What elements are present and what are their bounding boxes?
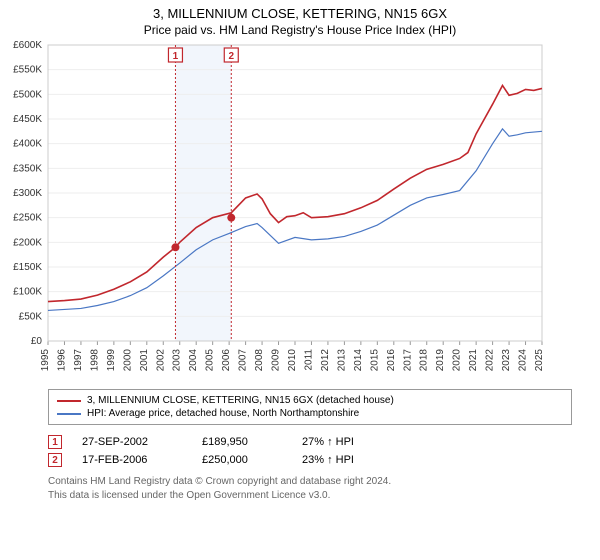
svg-text:2016: 2016	[386, 349, 397, 372]
svg-text:2005: 2005	[205, 349, 216, 372]
svg-text:2021: 2021	[468, 349, 479, 372]
svg-text:2008: 2008	[254, 349, 265, 372]
svg-text:2015: 2015	[369, 349, 380, 372]
svg-text:2017: 2017	[402, 349, 413, 372]
svg-text:2001: 2001	[139, 349, 150, 372]
svg-text:£250K: £250K	[13, 213, 42, 224]
svg-text:2022: 2022	[485, 349, 496, 372]
legend: 3, MILLENNIUM CLOSE, KETTERING, NN15 6GX…	[48, 389, 572, 425]
footnote: Contains HM Land Registry data © Crown c…	[48, 475, 572, 502]
svg-text:£300K: £300K	[13, 188, 42, 199]
chart: £0 £50K £100K £150K £200K £250K £300K £350K £400…	[0, 41, 600, 383]
event-row: 1 27-SEP-2002 £189,950 27% ↑ HPI	[48, 433, 572, 451]
event-row: 2 17-FEB-2006 £250,000 23% ↑ HPI	[48, 451, 572, 469]
event-marker: 1	[48, 435, 62, 449]
svg-text:£600K: £600K	[13, 41, 42, 51]
svg-text:2023: 2023	[501, 349, 512, 372]
svg-text:£450K: £450K	[13, 114, 42, 125]
svg-text:£400K: £400K	[13, 139, 42, 150]
event-price: £250,000	[202, 454, 282, 466]
svg-text:1999: 1999	[106, 349, 117, 372]
svg-text:£0: £0	[31, 336, 43, 347]
svg-text:2010: 2010	[287, 349, 298, 372]
svg-text:2020: 2020	[452, 349, 463, 372]
svg-text:£150K: £150K	[13, 262, 42, 273]
svg-text:2006: 2006	[221, 349, 232, 372]
svg-text:2: 2	[228, 51, 234, 62]
event-marker: 2	[48, 453, 62, 467]
svg-text:£350K: £350K	[13, 163, 42, 174]
svg-text:2012: 2012	[320, 349, 331, 372]
legend-label: HPI: Average price, detached house, Nort…	[87, 408, 359, 419]
svg-text:2004: 2004	[188, 349, 199, 372]
svg-text:1: 1	[173, 51, 179, 62]
svg-text:2011: 2011	[303, 349, 314, 371]
svg-text:£200K: £200K	[13, 237, 42, 248]
event-date: 17-FEB-2006	[82, 454, 182, 466]
legend-label: 3, MILLENNIUM CLOSE, KETTERING, NN15 6GX…	[87, 395, 394, 406]
svg-text:2013: 2013	[336, 349, 347, 372]
svg-text:2019: 2019	[435, 349, 446, 372]
svg-text:1998: 1998	[89, 349, 100, 372]
svg-text:2024: 2024	[518, 349, 529, 372]
svg-text:1995: 1995	[40, 349, 51, 372]
svg-text:£50K: £50K	[19, 311, 43, 322]
svg-text:£550K: £550K	[13, 65, 42, 76]
svg-text:2014: 2014	[353, 349, 364, 372]
chart-svg: £0 £50K £100K £150K £200K £250K £300K £350K £400…	[0, 41, 560, 383]
legend-swatch	[57, 413, 81, 415]
svg-text:£100K: £100K	[13, 287, 42, 298]
svg-text:2002: 2002	[155, 349, 166, 372]
footnote-line: Contains HM Land Registry data © Crown c…	[48, 475, 572, 489]
svg-text:£500K: £500K	[13, 89, 42, 100]
events-table: 1 27-SEP-2002 £189,950 27% ↑ HPI 2 17-FEB-200…	[48, 433, 572, 469]
legend-swatch	[57, 400, 81, 402]
event-date: 27-SEP-2002	[82, 436, 182, 448]
svg-text:2003: 2003	[172, 349, 183, 372]
page-subtitle: Price paid vs. HM Land Registry's House …	[0, 21, 600, 41]
event-delta: 27% ↑ HPI	[302, 436, 392, 448]
svg-text:2025: 2025	[534, 349, 545, 372]
svg-text:2000: 2000	[122, 349, 133, 372]
legend-item: 3, MILLENNIUM CLOSE, KETTERING, NN15 6GX…	[57, 394, 563, 407]
legend-item: HPI: Average price, detached house, Nort…	[57, 407, 563, 420]
svg-text:2018: 2018	[419, 349, 430, 372]
event-price: £189,950	[202, 436, 282, 448]
svg-text:1996: 1996	[56, 349, 67, 372]
svg-text:2007: 2007	[238, 349, 249, 372]
event-delta: 23% ↑ HPI	[302, 454, 392, 466]
svg-text:1997: 1997	[73, 349, 84, 372]
page-title: 3, MILLENNIUM CLOSE, KETTERING, NN15 6GX	[0, 0, 600, 21]
footnote-line: This data is licensed under the Open Gov…	[48, 489, 572, 503]
svg-text:2009: 2009	[271, 349, 282, 372]
